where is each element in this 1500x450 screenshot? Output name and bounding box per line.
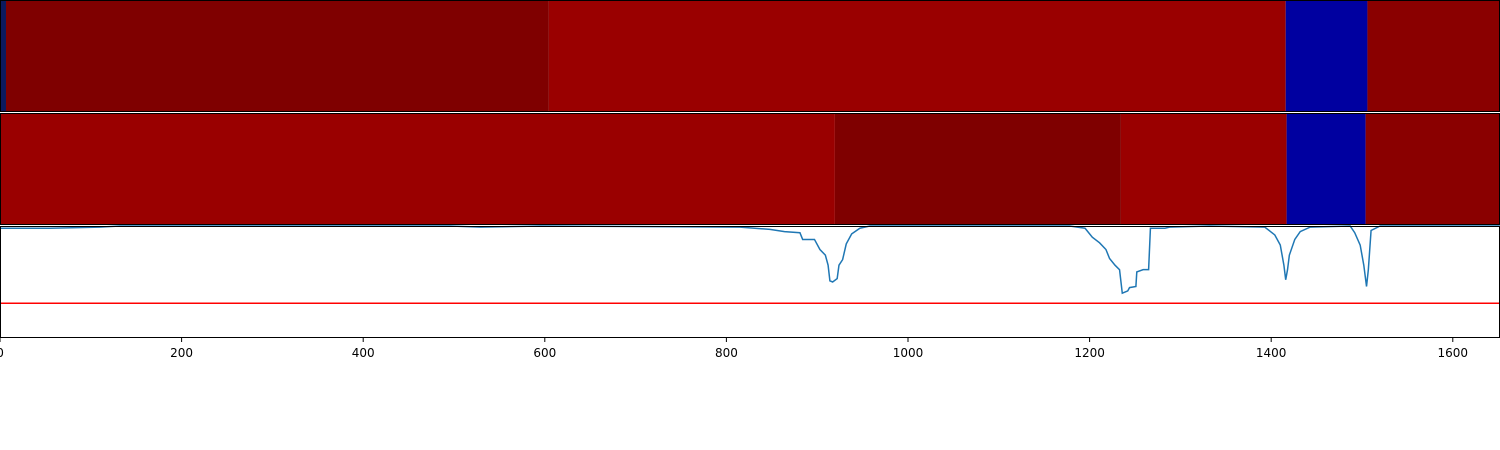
heatmap-cell [1285,0,1368,112]
heatmap-cell [0,113,835,225]
x-tick-label: 1000 [893,346,924,360]
heatmap-cell [548,0,1286,112]
x-tick-label: 600 [533,346,556,360]
x-tick-label: 400 [352,346,375,360]
heatmap-cell [1120,113,1287,225]
data-line [0,225,1500,295]
heatmap-cell [834,113,1121,225]
heatmap-cell [5,0,549,112]
heatmap-cell [1286,113,1366,225]
heatmap-cell [0,0,6,112]
heatmap-cell [1367,0,1500,112]
x-tick-label: 1200 [1074,346,1105,360]
x-tick-label: 0 [0,346,4,360]
heatmap-cell [1365,113,1500,225]
x-tick-label: 200 [170,346,193,360]
x-tick-label: 1600 [1438,346,1469,360]
x-tick-label: 800 [715,346,738,360]
panel-frame [0,226,1500,338]
x-tick-label: 1400 [1256,346,1287,360]
